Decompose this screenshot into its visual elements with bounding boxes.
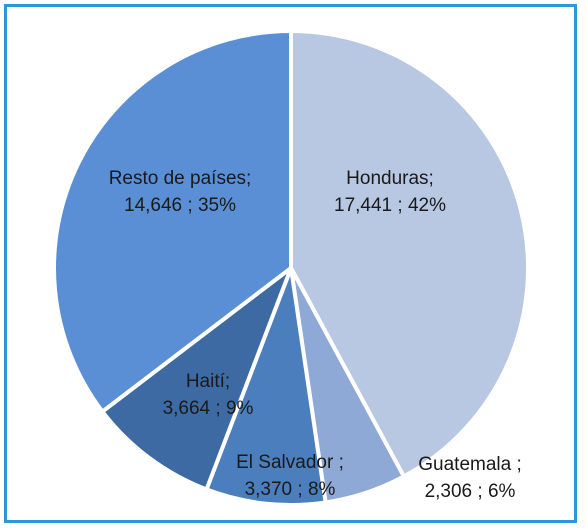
pie-labels: Honduras; 17,441 ; 42% Guatemala ; 2,306 ; … [109, 168, 522, 502]
slice-label-resto-de-paises: Resto de países; [109, 168, 252, 189]
slice-label-haiti: Haití; [186, 371, 230, 392]
slice-value-haiti: 3,664 ; 9% [163, 398, 254, 419]
slice-value-honduras: 17,441 ; 42% [334, 195, 446, 216]
pie-slice-honduras [289, 29, 530, 479]
pie-slice-resto-de-paises [52, 29, 293, 414]
slice-value-el-salvador: 3,370 ; 8% [245, 479, 336, 500]
slice-label-guatemala: Guatemala ; [418, 454, 522, 475]
pie-slice-haiti [100, 266, 293, 492]
slice-value-guatemala: 2,306 ; 6% [425, 481, 516, 502]
pie-slice-el-salvador [204, 266, 328, 507]
pie-slices [52, 29, 530, 507]
slice-label-honduras: Honduras; [346, 168, 434, 189]
slice-label-el-salvador: El Salvador ; [236, 452, 344, 473]
slice-value-resto-de-paises: 14,646 ; 35% [124, 195, 236, 216]
